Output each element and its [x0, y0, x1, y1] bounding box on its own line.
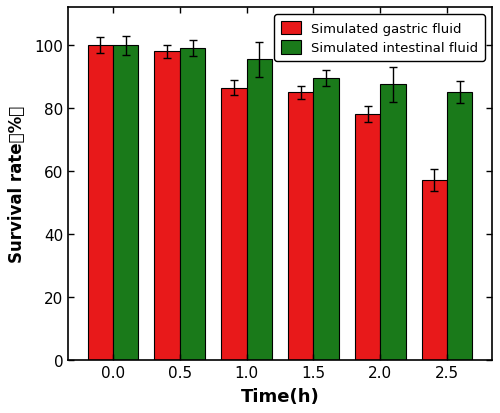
X-axis label: Time(h): Time(h): [240, 387, 320, 405]
Bar: [154, 52, 180, 360]
Bar: [221, 88, 246, 360]
Bar: [88, 46, 113, 360]
Bar: [447, 93, 472, 360]
Legend: Simulated gastric fluid, Simulated intestinal fluid: Simulated gastric fluid, Simulated intes…: [274, 15, 485, 62]
Bar: [113, 46, 138, 360]
Bar: [288, 93, 314, 360]
Bar: [314, 79, 339, 360]
Bar: [355, 115, 380, 360]
Bar: [380, 85, 406, 360]
Bar: [180, 49, 205, 360]
Y-axis label: Survival rate（%）: Survival rate（%）: [8, 106, 26, 263]
Bar: [422, 181, 447, 360]
Bar: [246, 60, 272, 360]
